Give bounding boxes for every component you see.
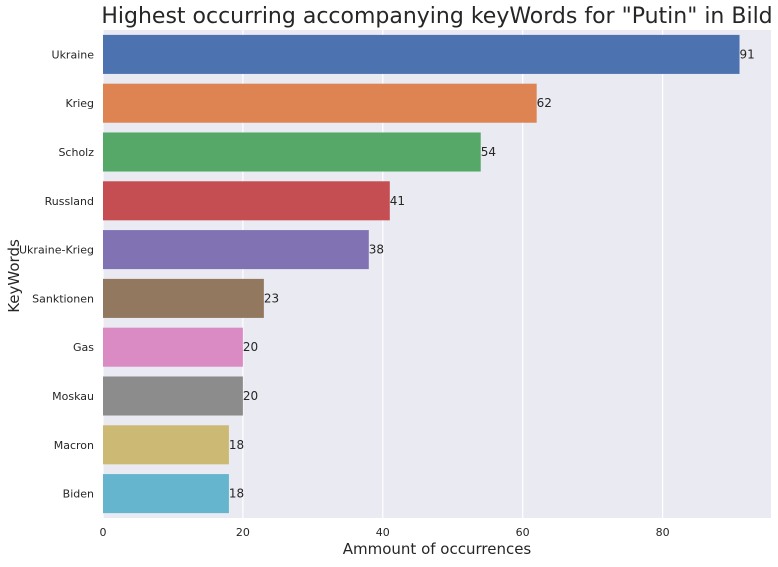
y-tick-label: Biden (63, 488, 94, 501)
data-label: 38 (369, 243, 384, 257)
bar-biden (103, 474, 229, 514)
data-label: 41 (390, 194, 405, 208)
bar-russland (103, 181, 390, 221)
x-tick-label: 20 (236, 526, 250, 539)
data-label: 54 (481, 145, 496, 159)
bar-ukraine-krieg (103, 230, 369, 270)
y-tick-label: Macron (54, 439, 94, 452)
bar-sanktionen (103, 278, 264, 318)
x-axis-label: Ammount of occurrences (343, 540, 532, 558)
x-tick-label: 80 (656, 526, 670, 539)
y-tick-label: Moskau (52, 390, 94, 403)
bars (103, 34, 740, 514)
x-tick-label: 0 (100, 526, 107, 539)
y-tick-label: Ukraine-Krieg (19, 244, 94, 257)
data-label: 20 (243, 389, 258, 403)
y-tick-labels: Ukraine Krieg Scholz Russland Ukraine-Krieg S… (19, 48, 94, 500)
x-tick-label: 60 (516, 526, 530, 539)
bar-gas (103, 327, 243, 367)
data-label: 18 (229, 438, 244, 452)
x-tick-labels: 0 20 40 60 80 (100, 526, 670, 539)
data-label: 91 (740, 47, 755, 61)
bar-ukraine (103, 34, 740, 74)
y-tick-label: Ukraine (52, 48, 95, 61)
y-tick-label: Russland (45, 195, 94, 208)
data-label: 18 (229, 487, 244, 501)
y-tick-label: Krieg (65, 97, 94, 110)
data-label: 20 (243, 340, 258, 354)
bar-scholz (103, 132, 481, 172)
bar-moskau (103, 376, 243, 416)
y-tick-label: Gas (73, 341, 94, 354)
y-axis-label: KeyWords (5, 239, 23, 313)
data-labels: 91 62 54 41 38 23 20 20 18 18 (229, 47, 755, 500)
bar-krieg (103, 83, 537, 123)
chart-title: Highest occurring accompanying keyWords … (101, 4, 772, 29)
bar-macron (103, 425, 229, 465)
y-tick-label: Sanktionen (32, 292, 94, 305)
x-tick-label: 40 (376, 526, 390, 539)
data-label: 23 (264, 291, 279, 305)
y-tick-label: Scholz (58, 146, 94, 159)
data-label: 62 (537, 96, 552, 110)
